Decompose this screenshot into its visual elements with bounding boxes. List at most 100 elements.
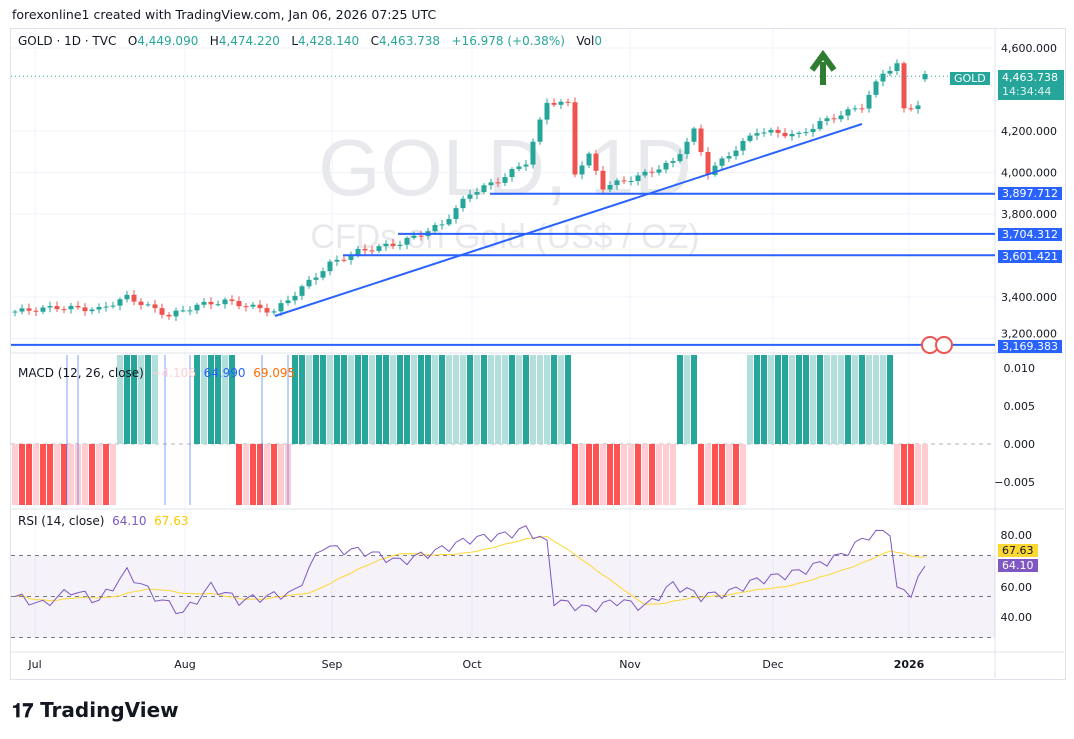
candle-body bbox=[789, 133, 795, 137]
price-tick: 4,000.000 bbox=[1001, 167, 1057, 180]
candle-body bbox=[292, 295, 298, 301]
candle-body bbox=[138, 301, 144, 306]
level-tag: 3,601.421 bbox=[998, 250, 1062, 263]
macd-histogram-bar bbox=[467, 355, 473, 444]
macd-histogram-bar bbox=[558, 355, 564, 444]
macd-histogram-bar bbox=[922, 444, 928, 505]
macd-label[interactable]: MACD (12, 26, close) bbox=[18, 366, 144, 380]
macd-histogram-bar bbox=[348, 355, 354, 444]
candle-body bbox=[579, 165, 585, 175]
macd-histogram-bar bbox=[740, 444, 746, 505]
candle-body bbox=[656, 169, 662, 173]
macd-histogram-bar bbox=[621, 444, 627, 505]
candle-body bbox=[544, 102, 550, 120]
candle-body bbox=[89, 309, 95, 312]
rsi-tag: 64.10 bbox=[998, 559, 1038, 572]
macd-histogram-bar bbox=[12, 444, 18, 505]
candle-body bbox=[341, 259, 347, 261]
macd-histogram-bar bbox=[845, 355, 851, 444]
chart-frame bbox=[10, 28, 1066, 680]
candle-body bbox=[68, 305, 74, 310]
macd-histogram-bar bbox=[894, 444, 900, 505]
macd-histogram-bar bbox=[236, 444, 242, 505]
candle-body bbox=[705, 151, 711, 175]
watermark-title: GOLD, 1D bbox=[318, 123, 691, 212]
candle-body bbox=[222, 299, 228, 305]
rsi-ma-value: 67.63 bbox=[154, 514, 189, 528]
candle-body bbox=[852, 108, 858, 110]
candle-body bbox=[887, 71, 893, 74]
macd-histogram-bar bbox=[418, 355, 424, 444]
change-value: +16.978 (+0.38%) bbox=[451, 34, 565, 48]
candle-body bbox=[691, 128, 697, 142]
candle-body bbox=[831, 118, 837, 120]
close-value: 4,463.738 bbox=[378, 34, 441, 48]
macd-tick: 0.000 bbox=[1004, 438, 1036, 451]
candle-body bbox=[754, 133, 760, 136]
macd-histogram-bar bbox=[530, 355, 536, 444]
level-tag: 3,704.312 bbox=[998, 228, 1062, 241]
macd-histogram-bar bbox=[915, 444, 921, 505]
rsi-value: 64.10 bbox=[112, 514, 147, 528]
macd-histogram-bar bbox=[796, 355, 802, 444]
macd-histogram-bar bbox=[803, 355, 809, 444]
high-label: H bbox=[209, 34, 219, 48]
macd-histogram-bar bbox=[642, 444, 648, 505]
macd-histogram-bar bbox=[145, 355, 151, 444]
candle-body bbox=[551, 102, 557, 105]
macd-histogram-bar bbox=[103, 444, 109, 505]
macd-histogram-bar bbox=[299, 355, 305, 444]
macd-histogram-bar bbox=[810, 355, 816, 444]
candle-body bbox=[523, 164, 529, 167]
rsi-label[interactable]: RSI (14, close) bbox=[18, 514, 105, 528]
candle-body bbox=[166, 314, 172, 317]
candle-body bbox=[180, 310, 186, 312]
candle-body bbox=[698, 128, 704, 152]
candle-body bbox=[873, 81, 879, 95]
macd-histogram-bar bbox=[901, 444, 907, 505]
candle-body bbox=[649, 171, 655, 173]
tradingview-logo[interactable]: 𝟏𝟕 TradingView bbox=[12, 698, 179, 722]
rsi-line bbox=[14, 525, 926, 615]
candle-body bbox=[397, 244, 403, 247]
candle-body bbox=[747, 135, 753, 141]
candle-body bbox=[145, 304, 151, 306]
candle-body bbox=[131, 294, 137, 302]
macd-histogram-bar bbox=[439, 355, 445, 444]
candle-body bbox=[537, 119, 543, 142]
candle-body bbox=[901, 63, 907, 109]
macd-histogram-bar bbox=[509, 355, 515, 444]
macd-histogram-bar bbox=[775, 355, 781, 444]
candle-body bbox=[306, 279, 312, 287]
symbol[interactable]: GOLD · 1D · TVC bbox=[18, 34, 117, 48]
candle-body bbox=[33, 310, 39, 312]
macd-histogram-bar bbox=[54, 444, 60, 505]
candle-body bbox=[684, 141, 690, 155]
macd-histogram-bar bbox=[201, 355, 207, 444]
macd-histogram-bar bbox=[110, 444, 116, 505]
attribution: forexonline1 created with TradingView.co… bbox=[12, 7, 437, 22]
candle-body bbox=[250, 304, 256, 307]
macd-histogram-bar bbox=[789, 355, 795, 444]
macd-histogram-bar bbox=[866, 355, 872, 444]
candle-body bbox=[96, 306, 102, 310]
macd-histogram-bar bbox=[635, 444, 641, 505]
candle-body bbox=[82, 307, 88, 312]
rsi-ma-line bbox=[14, 535, 926, 606]
price-tick: 4,600.000 bbox=[1001, 42, 1057, 55]
macd-histogram-bar bbox=[481, 355, 487, 444]
candle-body bbox=[110, 305, 116, 307]
candle-body bbox=[488, 182, 494, 186]
macd-histogram-bar bbox=[698, 444, 704, 505]
macd-histogram-bar bbox=[677, 355, 683, 444]
candle-body bbox=[362, 248, 368, 251]
time-tick: Jul bbox=[27, 658, 41, 671]
candle-body bbox=[264, 308, 270, 313]
macd-histogram-bar bbox=[824, 355, 830, 444]
rsi-legend: RSI (14, close) 64.10 67.63 bbox=[18, 514, 188, 528]
candle-body bbox=[502, 177, 508, 183]
candle-body bbox=[880, 73, 886, 82]
candle-body bbox=[719, 158, 725, 166]
macd-histogram-bar bbox=[40, 444, 46, 505]
